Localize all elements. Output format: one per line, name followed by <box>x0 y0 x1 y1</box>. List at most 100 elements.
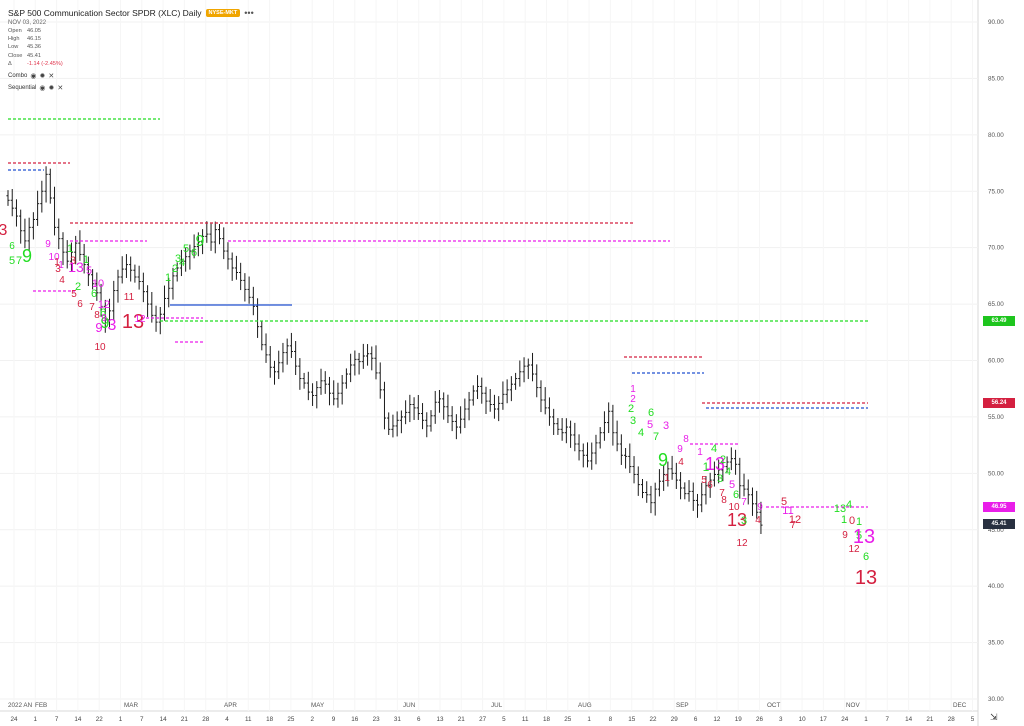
ohlc-bar <box>184 247 188 272</box>
td-count-label: 3 <box>70 255 76 267</box>
price-axis[interactable]: 30.00 35.00 40.00 45.00 50.00 55.00 60.00 65.00… <box>988 19 1004 703</box>
td-count-label: 13 <box>855 567 877 589</box>
eye-icon[interactable]: ◉ <box>39 85 46 93</box>
month-label: AUG <box>578 702 592 709</box>
close-icon[interactable]: ✕ <box>57 85 64 93</box>
ohlc-bar <box>535 364 539 398</box>
ohlc-bar <box>52 186 57 236</box>
ohlc-bar <box>585 442 590 468</box>
ohlc-bar <box>10 188 14 217</box>
ohlc-bar <box>475 375 480 400</box>
ohlc-bar <box>522 357 526 383</box>
ohlc-bar <box>649 485 653 514</box>
td-count-label: 1 <box>664 473 670 484</box>
date-tick-label: 24 <box>10 716 18 723</box>
date-tick-label: 11 <box>245 716 252 723</box>
ohlc-bar <box>344 368 348 389</box>
td-count-label: 6 <box>863 551 869 563</box>
td-count-label: 4 <box>179 257 185 269</box>
td-count-label: 9 <box>757 502 763 513</box>
ohlc-bar <box>425 412 429 438</box>
date-tick-label: 18 <box>543 716 551 723</box>
ohlc-bar <box>404 400 408 425</box>
date-tick-label: 24 <box>841 716 849 723</box>
td-count-label: 6 <box>91 288 97 300</box>
ohlc-bar <box>636 466 640 496</box>
ohlc-bar <box>683 482 687 500</box>
date-tick-label: 16 <box>351 716 359 723</box>
ohlc-bar <box>480 377 484 404</box>
ohlc-bar <box>594 434 598 465</box>
ohlc-bar <box>590 442 594 470</box>
td-count-label: 11 <box>782 505 793 517</box>
more-dots-icon[interactable]: ••• <box>244 8 254 18</box>
month-label: JUL <box>491 702 503 709</box>
ohlc-bar <box>31 212 35 240</box>
td-count-label: 1 <box>83 254 89 266</box>
ohlc-bar <box>277 350 281 380</box>
date-tick-label: 1 <box>864 716 868 723</box>
ohlc-bar <box>662 464 666 491</box>
month-label: MAY <box>311 702 325 709</box>
ohlc-bar <box>505 379 509 404</box>
close-icon[interactable]: ✕ <box>48 73 55 81</box>
exchange-badge: NYSE-MKT <box>205 9 241 17</box>
ohlc-bar <box>357 352 361 375</box>
td-count-label: 1 <box>697 447 703 458</box>
ohlc-bar <box>327 376 332 406</box>
price-tick-label: 30.00 <box>988 696 1004 703</box>
price-tick-label: 50.00 <box>988 470 1004 477</box>
ohlc-bar <box>581 443 585 468</box>
ohlc-bar <box>492 394 497 419</box>
gear-icon[interactable]: ✹ <box>48 85 55 93</box>
td-count-label: 9 <box>842 530 848 541</box>
double-arrow-icon[interactable]: ⇲ <box>990 712 998 722</box>
date-tick-label: 26 <box>756 716 764 723</box>
price-tick-label: 85.00 <box>988 75 1004 82</box>
ohlc-bar <box>175 262 179 282</box>
price-tag-green: 63.49 <box>983 316 1015 326</box>
ohlc-bar <box>721 458 725 482</box>
ohlc-bar <box>294 340 298 376</box>
ohlc-bar <box>729 447 733 471</box>
ohlc-bar <box>48 168 52 204</box>
td-count-label: 9 <box>101 315 110 332</box>
ohlc-bar <box>91 269 95 290</box>
td-count-label: 12 <box>736 538 748 549</box>
ohlc-bar <box>378 362 382 399</box>
ohlc-bar <box>437 389 442 413</box>
date-axis[interactable]: 24 1 7 14 22 1 7 14 21 28 4 11 18 25 2 9 16 23 31 6 13 21 27 5 1… <box>8 702 975 723</box>
td-count-label: 7 <box>16 255 22 267</box>
ohlc-bar <box>103 299 107 333</box>
td-count-label: 10 <box>94 342 106 353</box>
eye-icon[interactable]: ◉ <box>30 73 37 81</box>
ohlc-bar <box>628 443 632 474</box>
td-count-label: 3 <box>0 222 8 239</box>
gear-icon[interactable]: ✹ <box>39 73 46 81</box>
ohlc-bar <box>488 389 492 412</box>
ohlc-bar <box>509 376 513 402</box>
ohlc-bar <box>467 391 471 421</box>
td-count-label: 11 <box>124 292 135 303</box>
ohlc-bar <box>708 472 712 498</box>
ohlc-bar <box>382 381 387 430</box>
ohlc-bar <box>543 387 547 415</box>
td-count-label: 4 <box>725 466 731 478</box>
ohlc-bar <box>539 380 543 413</box>
date-tick-label: 19 <box>735 716 743 723</box>
month-label: APR <box>224 702 237 709</box>
td-count-label: 1 <box>165 272 171 284</box>
td-count-label: 5 <box>647 419 653 431</box>
ohlc-bar <box>454 414 458 440</box>
ohlc-bar <box>725 456 729 473</box>
ohlc-bar <box>717 459 721 484</box>
td-count-label: 12 <box>134 314 146 325</box>
td-count-label: 9 <box>45 239 51 250</box>
ohlc-bar <box>412 397 416 420</box>
td-count-label: 6 <box>648 407 654 419</box>
ohlc-bar <box>657 469 662 497</box>
ohlc-bar <box>530 352 535 382</box>
ohlc-bar <box>552 408 556 435</box>
date-tick-label: 31 <box>394 716 402 723</box>
